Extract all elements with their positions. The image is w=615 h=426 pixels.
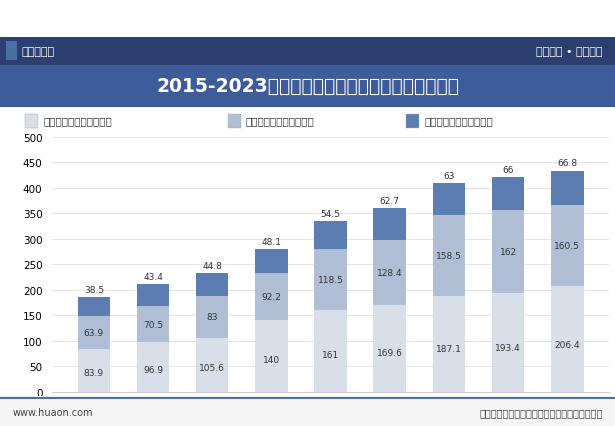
Text: 162: 162 <box>499 248 517 257</box>
Text: www.huaon.com: www.huaon.com <box>12 408 93 417</box>
Text: 83.9: 83.9 <box>84 368 104 377</box>
Bar <box>137 343 169 392</box>
Bar <box>77 297 110 317</box>
Text: 187.1: 187.1 <box>436 345 462 354</box>
Text: 193.4: 193.4 <box>495 343 521 352</box>
Text: 63: 63 <box>443 172 454 181</box>
Bar <box>77 317 110 349</box>
Bar <box>196 296 229 338</box>
Bar <box>255 249 288 273</box>
Text: 38.5: 38.5 <box>84 285 104 294</box>
Text: 数据来源：重庆市统计局；华经产业研究院整理: 数据来源：重庆市统计局；华经产业研究院整理 <box>479 408 603 417</box>
Bar <box>551 171 584 205</box>
Bar <box>314 310 347 392</box>
Text: 128.4: 128.4 <box>377 268 403 277</box>
Text: 105.6: 105.6 <box>199 363 225 372</box>
Text: 70.5: 70.5 <box>143 320 163 329</box>
Bar <box>432 216 465 296</box>
Text: 62.7: 62.7 <box>379 196 400 205</box>
Text: 96.9: 96.9 <box>143 365 163 374</box>
Bar <box>551 205 584 287</box>
Text: 第一产业增加值（亿元）: 第一产业增加值（亿元） <box>424 116 493 126</box>
Bar <box>255 321 288 392</box>
Text: 2015-2023年南川区第一、第二及第三产业增加值: 2015-2023年南川区第一、第二及第三产业增加值 <box>156 77 459 96</box>
Text: 63.9: 63.9 <box>84 328 104 337</box>
Bar <box>432 296 465 392</box>
Bar <box>314 250 347 310</box>
Text: 第三产业增加值（亿元）: 第三产业增加值（亿元） <box>43 116 112 126</box>
Bar <box>314 222 347 250</box>
Bar <box>373 208 406 240</box>
Text: 专业严谨 • 客观科学: 专业严谨 • 客观科学 <box>536 46 603 57</box>
Bar <box>228 114 241 128</box>
Text: 160.5: 160.5 <box>554 242 580 250</box>
Text: 48.1: 48.1 <box>261 237 282 246</box>
Bar <box>6 42 17 61</box>
Bar <box>255 273 288 321</box>
Bar <box>551 287 584 392</box>
Text: 140: 140 <box>263 355 280 364</box>
Bar <box>77 349 110 392</box>
Text: 92.2: 92.2 <box>261 293 281 302</box>
Bar <box>196 338 229 392</box>
Text: 43.4: 43.4 <box>143 273 163 282</box>
Text: 206.4: 206.4 <box>555 340 580 349</box>
Bar <box>137 285 169 307</box>
Bar <box>373 305 406 392</box>
Bar <box>25 114 38 128</box>
Text: 158.5: 158.5 <box>436 252 462 261</box>
Text: 66: 66 <box>502 165 514 174</box>
Text: 44.8: 44.8 <box>202 261 222 270</box>
Bar <box>406 114 419 128</box>
Text: 169.6: 169.6 <box>377 348 403 357</box>
Bar <box>432 184 465 216</box>
Text: 54.5: 54.5 <box>320 210 341 219</box>
Text: 华经情报网: 华经情报网 <box>22 46 55 57</box>
Bar <box>373 240 406 305</box>
Bar <box>196 273 229 296</box>
Bar <box>137 307 169 343</box>
Text: 第二产业增加值（亿元）: 第二产业增加值（亿元） <box>246 116 315 126</box>
Text: 66.8: 66.8 <box>557 159 577 168</box>
Bar <box>492 177 525 211</box>
Text: 161: 161 <box>322 351 339 360</box>
Text: 83: 83 <box>207 313 218 322</box>
Text: 118.5: 118.5 <box>317 275 344 284</box>
Bar <box>492 294 525 392</box>
Bar <box>492 211 525 294</box>
